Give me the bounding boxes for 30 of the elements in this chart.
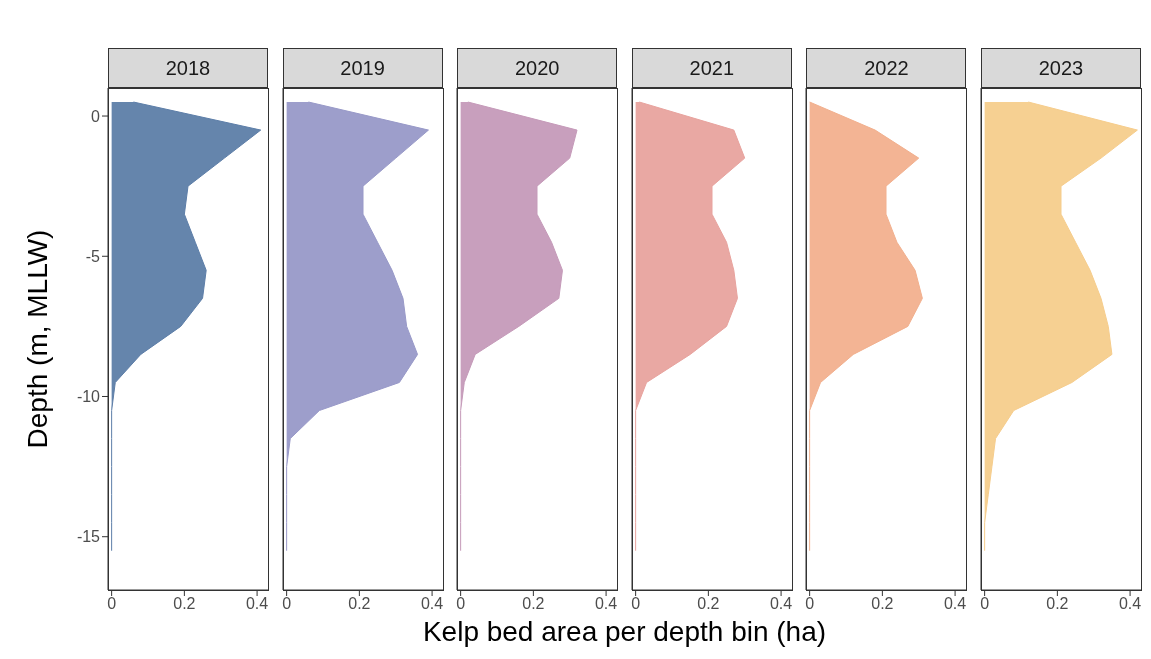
chart-title: 2022: [864, 56, 909, 80]
x-tick-label: 0.4: [1118, 595, 1142, 613]
chart-title: 2018: [165, 56, 211, 80]
chart-title: 2019: [340, 56, 385, 80]
x-tick-label: 0: [281, 595, 291, 613]
x-tick-label: 0.4: [245, 595, 269, 613]
x-tick-label: 0.4: [944, 595, 967, 613]
x-tick-label: 0: [805, 595, 815, 613]
x-tick-label: 0.2: [697, 595, 720, 613]
x-tick-label: 0: [980, 595, 990, 613]
x-tick-label: 0.4: [595, 595, 618, 613]
x-tick-label: 0: [630, 595, 640, 613]
chart-title: 2020: [514, 56, 560, 80]
y-axis-title: Depth (m, MLLW): [22, 229, 54, 449]
y-tick-label: 0: [91, 107, 101, 125]
x-tick-label: 0.2: [1046, 595, 1069, 613]
chart-title: 2023: [1038, 56, 1084, 80]
y-tick-label: -10: [76, 388, 101, 406]
x-axis-title: Kelp bed area per depth bin (ha): [421, 616, 828, 648]
y-tick-label: -15: [76, 528, 101, 546]
y-tick-label: -5: [85, 247, 101, 265]
chart-title: 2021: [689, 56, 735, 80]
x-tick-label: 0.2: [173, 595, 196, 613]
x-tick-label: 0: [456, 595, 466, 613]
x-tick-label: 0.4: [769, 595, 793, 613]
x-tick-label: 0: [107, 595, 117, 613]
x-tick-label: 0.2: [522, 595, 545, 613]
x-tick-label: 0.4: [420, 595, 443, 613]
x-tick-label: 0.2: [871, 595, 894, 613]
x-tick-label: 0.2: [347, 595, 371, 613]
